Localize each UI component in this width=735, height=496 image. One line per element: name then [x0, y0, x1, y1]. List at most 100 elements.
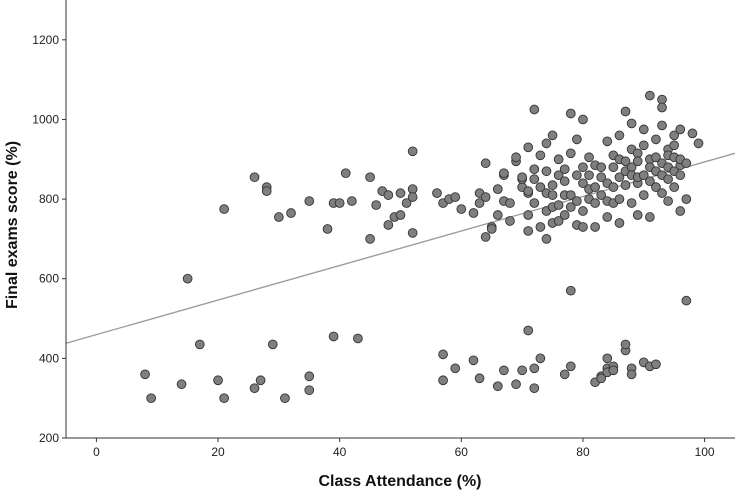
y-tick-label: 1000: [32, 112, 59, 126]
data-point: [608, 162, 619, 173]
data-point: [620, 180, 631, 191]
data-point: [480, 192, 491, 202]
x-tick-label: 60: [455, 445, 469, 459]
data-point: [480, 158, 491, 169]
data-point: [565, 148, 576, 159]
data-point: [523, 210, 534, 220]
y-tick-label: 200: [39, 431, 59, 445]
data-point: [480, 232, 491, 242]
data-point: [280, 393, 290, 404]
data-point: [492, 210, 503, 220]
data-point: [651, 182, 661, 192]
data-point: [322, 224, 333, 234]
data-point: [365, 172, 375, 183]
data-point: [535, 353, 546, 364]
data-point: [590, 222, 600, 232]
data-point: [529, 104, 540, 115]
data-point: [681, 295, 692, 306]
data-point: [614, 218, 625, 228]
data-point: [267, 339, 278, 350]
data-point: [638, 140, 649, 151]
data-point: [614, 194, 625, 204]
data-point: [669, 140, 680, 151]
data-point: [529, 164, 540, 175]
data-point: [578, 222, 588, 232]
data-point: [620, 339, 631, 350]
data-point: [255, 375, 266, 386]
data-point: [304, 385, 315, 396]
data-point: [499, 168, 509, 179]
data-point: [657, 102, 667, 113]
data-point: [492, 381, 503, 392]
data-point: [553, 154, 564, 165]
data-point: [450, 192, 461, 202]
data-point: [626, 198, 637, 208]
data-point: [505, 216, 515, 226]
data-point: [407, 228, 418, 238]
data-point: [535, 222, 546, 232]
data-point: [620, 156, 631, 167]
data-point: [553, 170, 564, 181]
data-point: [140, 369, 150, 380]
data-point: [638, 170, 649, 181]
data-point: [681, 158, 692, 169]
data-point: [432, 188, 442, 198]
data-point: [663, 174, 673, 185]
data-point: [596, 162, 607, 173]
data-point: [492, 184, 503, 194]
data-point: [407, 192, 418, 202]
data-point: [626, 118, 637, 129]
data-point: [663, 196, 673, 206]
data-point: [638, 124, 649, 135]
data-point: [474, 373, 485, 384]
data-point: [353, 333, 363, 344]
data-point: [687, 128, 698, 139]
data-point: [559, 369, 570, 380]
data-point: [632, 148, 643, 159]
data-point: [547, 180, 558, 191]
data-point: [328, 331, 339, 342]
data-point: [194, 339, 205, 350]
data-point: [565, 202, 576, 212]
data-point: [578, 206, 588, 216]
data-point: [523, 186, 534, 196]
data-point: [146, 393, 156, 404]
data-point: [474, 198, 485, 208]
data-point: [529, 383, 540, 394]
data-point: [657, 94, 667, 105]
data-point: [529, 363, 540, 374]
data-point: [651, 152, 661, 163]
data-point: [608, 365, 619, 376]
data-point: [505, 198, 515, 208]
data-point: [219, 204, 229, 214]
data-point: [578, 178, 588, 189]
data-point: [584, 152, 594, 163]
data-point: [559, 164, 570, 175]
data-point: [565, 361, 576, 372]
data-point: [559, 210, 570, 220]
data-point: [608, 182, 619, 192]
data-point: [517, 365, 527, 376]
data-point: [346, 196, 357, 206]
data-point: [468, 208, 479, 218]
data-point: [584, 170, 594, 181]
data-point: [529, 198, 540, 208]
data-point: [693, 138, 704, 149]
y-tick-label: 1200: [32, 33, 59, 47]
data-point: [523, 142, 534, 153]
data-point: [249, 172, 260, 183]
data-point: [401, 198, 412, 208]
data-point: [261, 186, 272, 196]
data-point: [565, 285, 576, 296]
data-point: [523, 226, 534, 236]
data-point: [602, 353, 613, 364]
data-point: [553, 200, 564, 210]
data-point: [675, 124, 686, 135]
data-point: [176, 379, 187, 390]
data-point: [499, 365, 509, 376]
data-point: [675, 206, 686, 216]
data-point: [541, 166, 552, 177]
data-point: [632, 156, 643, 167]
data-point: [547, 190, 558, 200]
data-point: [535, 182, 546, 192]
